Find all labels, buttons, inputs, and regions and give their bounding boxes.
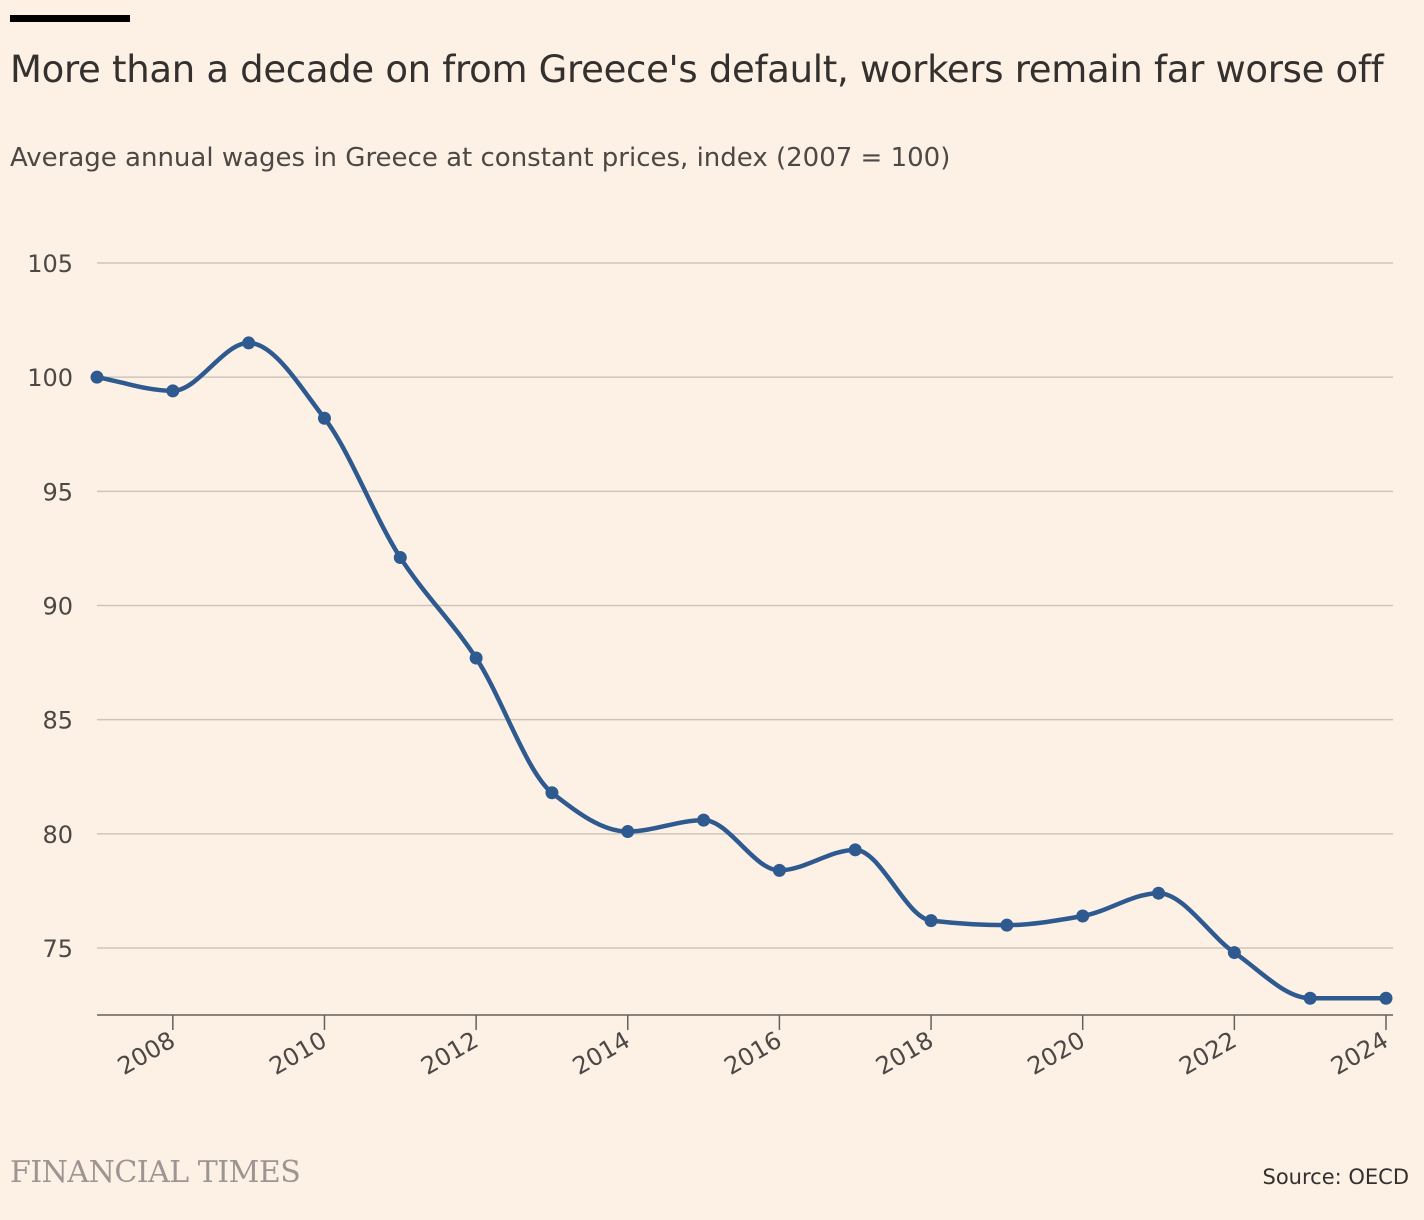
data-point-2014 <box>621 825 635 839</box>
line-chart: 75 80 85 90 95 100 105 2008 2010 2012 2014 2016 201… <box>27 250 1393 1081</box>
x-tick-label: 2010 <box>265 1026 332 1081</box>
data-point-2015 <box>697 813 711 827</box>
x-tick-label: 2012 <box>416 1026 483 1081</box>
y-tick-label: 85 <box>42 707 73 735</box>
data-point-2023 <box>1303 991 1317 1005</box>
x-tick-label: 2022 <box>1174 1026 1241 1081</box>
x-tick-label: 2008 <box>113 1026 180 1081</box>
x-tick-label: 2014 <box>568 1026 635 1081</box>
data-point-2009 <box>242 336 256 350</box>
data-point-2021 <box>1152 886 1166 900</box>
y-tick-label: 100 <box>27 364 73 392</box>
data-point-2022 <box>1227 946 1241 960</box>
ft-accent-bar <box>10 15 130 22</box>
data-point-2016 <box>772 863 786 877</box>
financial-times-logo: FINANCIAL TIMES <box>10 1155 301 1190</box>
y-tick-label: 95 <box>42 478 73 506</box>
x-tick-label: 2018 <box>871 1026 938 1081</box>
data-point-2019 <box>1000 918 1014 932</box>
data-point-2024 <box>1379 991 1393 1005</box>
y-tick-label: 105 <box>27 250 73 278</box>
data-point-2008 <box>166 384 180 398</box>
y-axis: 75 80 85 90 95 100 105 <box>27 250 73 963</box>
y-tick-label: 90 <box>42 593 73 621</box>
data-point-2013 <box>545 786 559 800</box>
series-wages <box>90 336 1393 1005</box>
chart-subtitle: Average annual wages in Greece at consta… <box>10 143 951 173</box>
chart-title: More than a decade on from Greece's defa… <box>10 48 1384 91</box>
x-tick-label: 2024 <box>1326 1026 1393 1081</box>
series-line <box>94 340 1389 1001</box>
x-tick-label: 2020 <box>1023 1026 1090 1081</box>
y-tick-label: 75 <box>42 935 73 963</box>
source-note: Source: OECD <box>1262 1165 1409 1189</box>
y-tick-label: 80 <box>42 821 73 849</box>
data-point-2020 <box>1076 909 1090 923</box>
gridlines <box>97 262 1393 949</box>
data-point-2007 <box>90 370 104 384</box>
data-point-2011 <box>393 551 407 565</box>
x-tick-label: 2016 <box>720 1026 787 1081</box>
data-point-2018 <box>924 914 938 928</box>
x-axis: 2008 2010 2012 2014 2016 2018 2020 2022 2024 <box>97 1014 1393 1081</box>
data-point-2010 <box>317 411 331 425</box>
data-point-2012 <box>469 651 483 665</box>
data-point-2017 <box>848 843 862 857</box>
